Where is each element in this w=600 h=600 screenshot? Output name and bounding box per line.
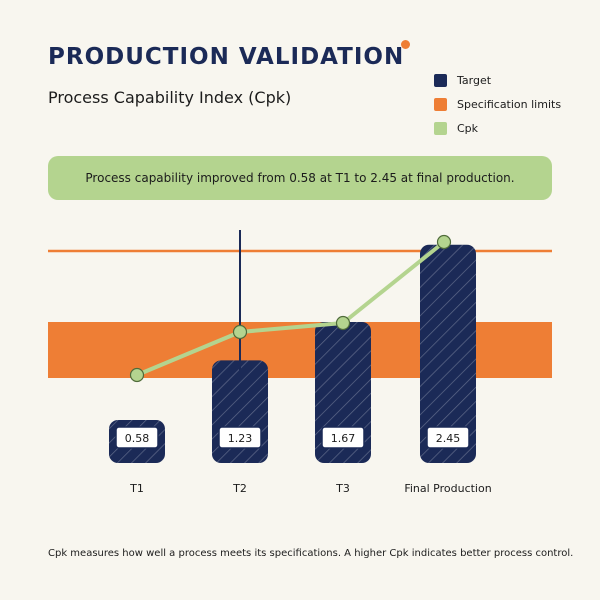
legend-swatch-specification-limits xyxy=(434,97,447,111)
value-label-0: 0.58 xyxy=(125,432,150,445)
legend-item-specification-limits: Specification limits xyxy=(434,92,561,116)
page-title: PRODUCTION VALIDATION xyxy=(48,44,405,70)
value-label-2: 1.67 xyxy=(331,432,356,445)
value-label-3: 2.45 xyxy=(436,432,461,445)
bar-hatch-3 xyxy=(420,244,476,463)
value-label-box-2 xyxy=(321,426,365,449)
category-label-0: T1 xyxy=(129,482,144,495)
legend-label-target: Target xyxy=(457,73,492,87)
value-label-box-0 xyxy=(115,426,159,449)
legend-item-target: Target xyxy=(434,68,561,92)
cpk-point-1 xyxy=(232,324,248,340)
category-label-2: T3 xyxy=(335,482,350,495)
footnote: Cpk measures how well a process meets it… xyxy=(48,548,574,559)
page-subtitle: Process Capability Index (Cpk) xyxy=(48,88,292,107)
value-label-1: 1.23 xyxy=(228,432,253,445)
cpk-point-2 xyxy=(335,315,351,331)
category-label-3: Final Production xyxy=(404,482,491,495)
cpk-point-0 xyxy=(129,367,145,383)
value-label-box-3 xyxy=(426,426,470,449)
summary-callout: Process capability improved from 0.58 at… xyxy=(48,156,552,200)
legend: Target Specification limits Cpk xyxy=(434,68,561,140)
legend-item-cpk: Cpk xyxy=(434,116,561,140)
decorative-dot xyxy=(401,40,410,49)
legend-label-specification-limits: Specification limits xyxy=(457,97,562,111)
legend-swatch-target xyxy=(434,73,447,87)
category-label-1: T2 xyxy=(232,482,247,495)
specification-band xyxy=(48,322,552,378)
cpk-point-3 xyxy=(436,234,452,250)
cpk-line xyxy=(136,240,446,377)
value-label-box-1 xyxy=(218,426,262,449)
legend-label-cpk: Cpk xyxy=(457,121,479,135)
legend-swatch-cpk xyxy=(434,121,447,135)
